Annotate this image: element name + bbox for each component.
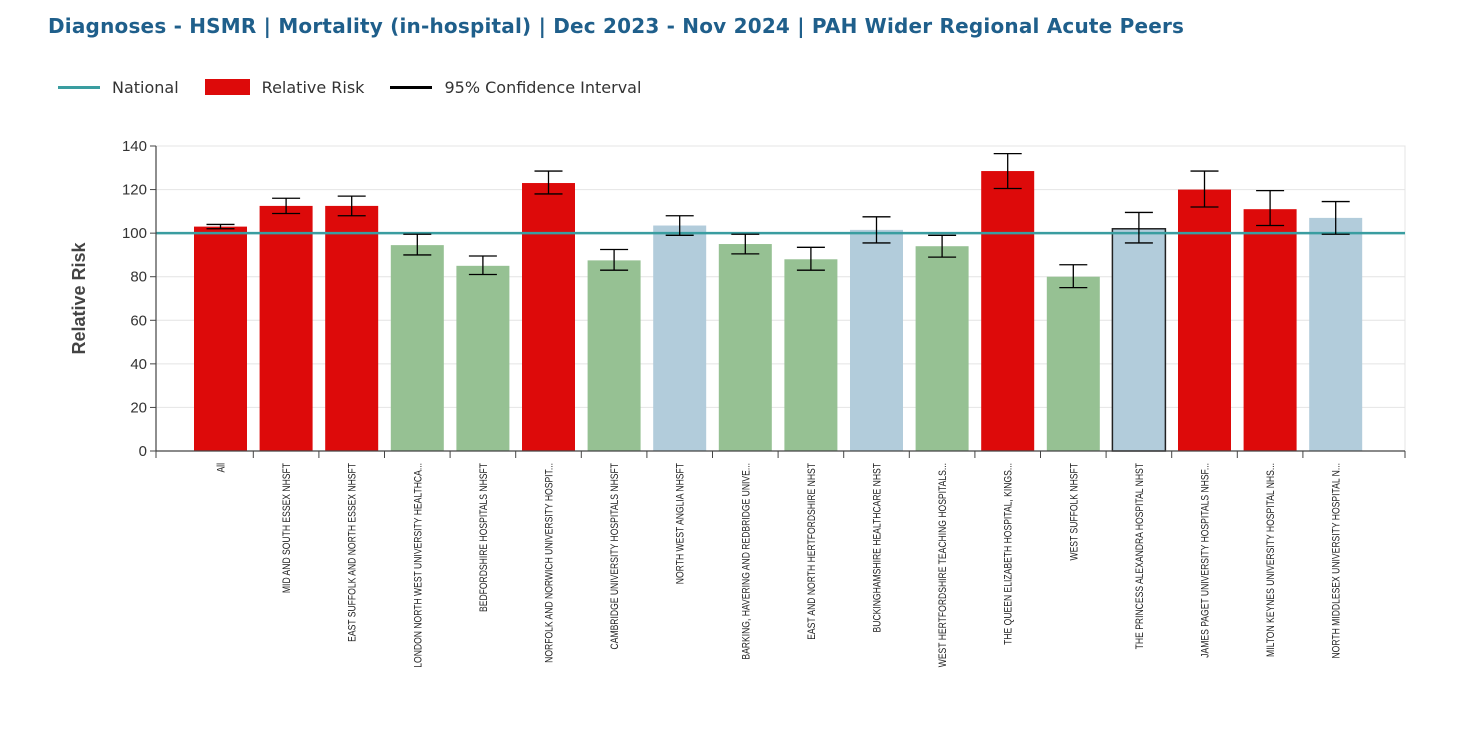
bar [784, 259, 838, 451]
legend-label-confidence-interval: 95% Confidence Interval [444, 77, 642, 97]
x-tick-label: MILTON KEYNES UNIVERSITY HOSPITAL NHS... [1265, 463, 1277, 657]
x-tick-label: EAST AND NORTH HERTFORDSHIRE NHST [806, 463, 818, 640]
bar [653, 225, 707, 451]
bar [456, 265, 510, 451]
legend-item-national[interactable]: National [58, 78, 179, 97]
bar [718, 244, 772, 451]
x-tick-label: THE PRINCESS ALEXANDRA HOSPITAL NHST [1134, 463, 1146, 649]
x-tick-label: CAMBRIDGE UNIVERSITY HOSPITALS NHSFT [609, 463, 621, 649]
x-tick-label: NORTH WEST ANGLIA NHSFT [675, 463, 687, 584]
x-tick-label: MID AND SOUTH ESSEX NHSFT [281, 463, 293, 593]
bar [981, 171, 1035, 451]
x-tick-label: BUCKINGHAMSHIRE HEALTHCARE NHST [872, 463, 884, 632]
legend-label-relative-risk: Relative Risk [261, 77, 365, 97]
relative-risk-swatch [204, 79, 250, 95]
bar [325, 205, 379, 451]
x-tick-label: BEDFORDSHIRE HOSPITALS NHSFT [478, 463, 490, 612]
bar [1243, 209, 1297, 451]
bar [1178, 189, 1231, 452]
x-tick-label: THE QUEEN ELIZABETH HOSPITAL, KINGS... [1003, 463, 1015, 645]
y-tick-label: 20 [130, 399, 147, 416]
x-tick-label: EAST SUFFOLK AND NORTH ESSEX NHSFT [347, 463, 359, 642]
chart-legend: National Relative Risk 95% Confidence In… [58, 76, 667, 98]
bar [1309, 217, 1363, 451]
y-tick-label: 120 [122, 182, 147, 199]
bar [915, 246, 969, 451]
x-tick-label: WEST SUFFOLK NHSFT [1068, 463, 1080, 561]
bar [850, 229, 903, 451]
y-tick-label: 60 [130, 312, 147, 329]
x-tick-label: All [216, 463, 228, 473]
bar [522, 183, 575, 452]
bar [587, 260, 641, 451]
legend-item-relative-risk[interactable]: Relative Risk [204, 77, 365, 97]
x-tick-label: NORFOLK AND NORWICH UNIVERSITY HOSPIT... [544, 463, 556, 663]
bar [1111, 228, 1167, 452]
y-tick-label: 0 [139, 443, 147, 460]
x-tick-label: NORTH MIDDLESEX UNIVERSITY HOSPITAL N... [1331, 463, 1343, 659]
x-tick-label: JAMES PAGET UNIVERSITY HOSPITALS NHSF... [1200, 463, 1212, 658]
confidence-interval-swatch [390, 85, 433, 89]
x-tick-label: LONDON NORTH WEST UNIVERSITY HEALTHCA... [412, 463, 424, 668]
legend-item-confidence-interval[interactable]: 95% Confidence Interval [390, 78, 641, 97]
legend-label-national: National [112, 77, 179, 97]
y-tick-label: 40 [130, 356, 147, 373]
y-tick-label: 140 [122, 138, 147, 155]
bar [1046, 276, 1100, 451]
y-axis-title: Relative Risk [69, 241, 89, 354]
page-title: Diagnoses - HSMR | Mortality (in-hospita… [48, 14, 1185, 38]
y-tick-label: 80 [130, 269, 147, 286]
bar [390, 245, 444, 451]
bar [259, 205, 313, 451]
bar [194, 226, 247, 451]
national-line-swatch [58, 85, 100, 89]
y-tick-label: 100 [122, 225, 147, 242]
x-tick-label: WEST HERTFORDSHIRE TEACHING HOSPITALS... [937, 463, 949, 667]
x-tick-label: BARKING, HAVERING AND REDBRIDGE UNIVE... [740, 463, 752, 660]
